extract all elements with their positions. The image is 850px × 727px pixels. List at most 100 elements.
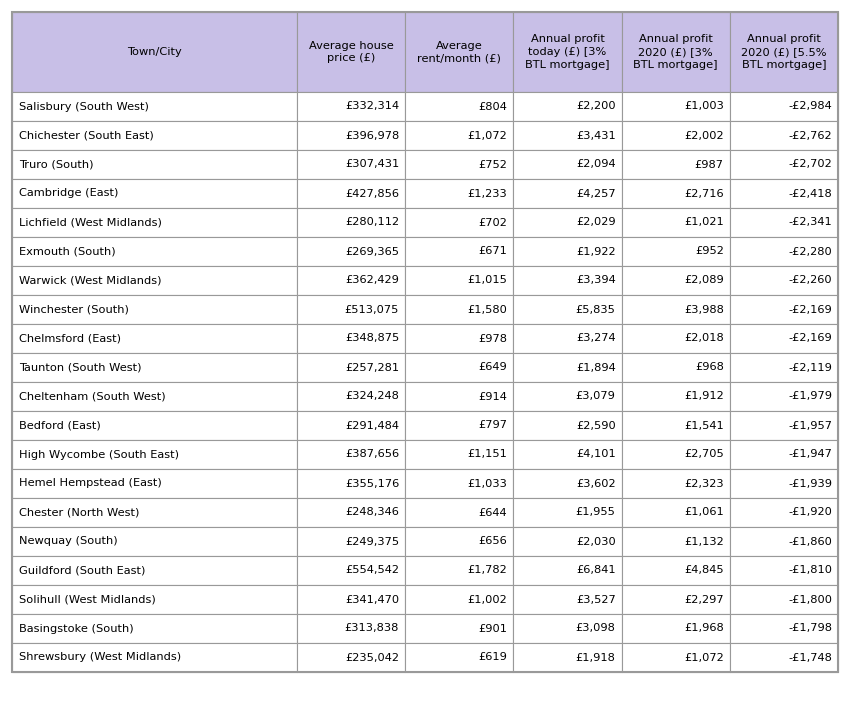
Text: -£2,280: -£2,280 [788,246,832,257]
Bar [12,411,297,440]
Bar [730,556,838,585]
Text: £1,922: £1,922 [576,246,615,257]
Bar [730,208,838,237]
Bar [513,411,621,440]
Bar [405,440,513,469]
Text: -£1,920: -£1,920 [788,507,832,518]
Bar [621,585,730,614]
Text: Guildford (South East): Guildford (South East) [19,566,145,576]
Bar [730,440,838,469]
Bar [730,92,838,121]
Text: £2,297: £2,297 [684,595,724,604]
Bar [621,150,730,179]
Bar [513,440,621,469]
Bar [621,92,730,121]
Bar [297,411,405,440]
Bar [513,353,621,382]
Text: £427,856: £427,856 [345,188,400,198]
Bar [513,266,621,295]
Text: £2,590: £2,590 [575,420,615,430]
Text: £257,281: £257,281 [345,363,400,372]
Bar [12,585,297,614]
Text: £324,248: £324,248 [345,392,400,401]
Text: £362,429: £362,429 [345,276,400,286]
Text: -£1,798: -£1,798 [788,624,832,633]
Text: £3,079: £3,079 [575,392,615,401]
Text: -£2,341: -£2,341 [788,217,832,228]
Bar [12,179,297,208]
Bar [297,643,405,672]
Bar [297,324,405,353]
Bar [513,469,621,498]
Bar [730,121,838,150]
Text: -£2,119: -£2,119 [788,363,832,372]
Bar [405,266,513,295]
Text: £1,033: £1,033 [468,478,507,489]
Bar [621,237,730,266]
Text: £1,233: £1,233 [468,188,507,198]
Bar [730,295,838,324]
Text: £341,470: £341,470 [345,595,400,604]
Bar [12,498,297,527]
Text: -£2,260: -£2,260 [788,276,832,286]
Bar [730,585,838,614]
Bar [12,92,297,121]
Text: Annual profit
2020 (£) [5.5%
BTL mortgage]: Annual profit 2020 (£) [5.5% BTL mortgag… [741,34,827,70]
Text: -£1,957: -£1,957 [788,420,832,430]
Bar [405,12,513,92]
Text: Basingstoke (South): Basingstoke (South) [19,624,133,633]
Text: £1,151: £1,151 [468,449,507,459]
Text: £4,101: £4,101 [575,449,615,459]
Text: £804: £804 [479,102,507,111]
Bar [297,527,405,556]
Bar [513,237,621,266]
Text: £396,978: £396,978 [345,131,400,140]
Bar [12,324,297,353]
Text: Chichester (South East): Chichester (South East) [19,131,154,140]
Bar [297,208,405,237]
Text: £291,484: £291,484 [345,420,400,430]
Bar [405,556,513,585]
Text: £901: £901 [479,624,507,633]
Text: £952: £952 [695,246,724,257]
Bar [730,527,838,556]
Text: -£2,169: -£2,169 [788,334,832,343]
Text: -£1,979: -£1,979 [788,392,832,401]
Bar [513,614,621,643]
Bar [297,295,405,324]
Bar [730,643,838,672]
Text: £702: £702 [479,217,507,228]
Text: £619: £619 [479,653,507,662]
Bar [621,324,730,353]
Text: Average house
price (£): Average house price (£) [309,41,394,63]
Bar [513,208,621,237]
Bar [621,643,730,672]
Text: Shrewsbury (West Midlands): Shrewsbury (West Midlands) [19,653,181,662]
Text: £1,002: £1,002 [468,595,507,604]
Bar [12,382,297,411]
Text: Exmouth (South): Exmouth (South) [19,246,116,257]
Bar [297,440,405,469]
Bar [12,237,297,266]
Bar [513,527,621,556]
Bar [621,527,730,556]
Text: £2,705: £2,705 [684,449,724,459]
Text: £1,061: £1,061 [684,507,724,518]
Bar [405,498,513,527]
Text: £513,075: £513,075 [345,305,400,315]
Text: £4,257: £4,257 [576,188,615,198]
Bar [12,643,297,672]
Bar [621,411,730,440]
Text: £313,838: £313,838 [345,624,400,633]
Text: Average
rent/month (£): Average rent/month (£) [417,41,501,63]
Bar [513,643,621,672]
Text: £3,527: £3,527 [575,595,615,604]
Bar [12,556,297,585]
Text: £2,002: £2,002 [684,131,724,140]
Bar [297,585,405,614]
Bar [12,12,297,92]
Text: £914: £914 [479,392,507,401]
Text: £987: £987 [694,159,724,169]
Bar [621,353,730,382]
Bar [12,295,297,324]
